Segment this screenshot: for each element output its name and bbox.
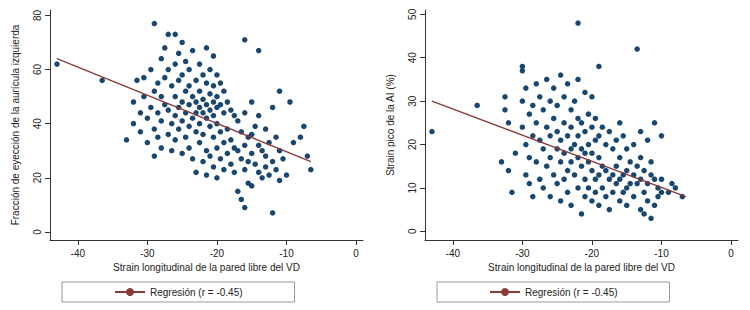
svg-text:40: 40: [32, 118, 43, 130]
svg-text:Strain longitudinal de la pare: Strain longitudinal de la pared libre de…: [113, 262, 300, 273]
svg-text:-20: -20: [210, 248, 225, 259]
svg-text:Strain pico de la AI (%): Strain pico de la AI (%): [385, 74, 396, 176]
svg-text:Strain longitudinal de la pare: Strain longitudinal de la pared libre de…: [488, 262, 675, 273]
svg-text:-10: -10: [279, 248, 294, 259]
svg-text:0: 0: [407, 228, 418, 234]
svg-text:10: 10: [407, 182, 418, 194]
svg-text:80: 80: [32, 9, 43, 21]
svg-text:0: 0: [353, 248, 359, 259]
svg-text:-30: -30: [140, 248, 155, 259]
svg-text:60: 60: [32, 64, 43, 76]
svg-text:Regresión (r = -0.45): Regresión (r = -0.45): [525, 287, 618, 298]
svg-text:-10: -10: [654, 248, 669, 259]
svg-text:50: 50: [407, 8, 418, 20]
svg-text:40: 40: [407, 52, 418, 64]
svg-text:Fracción de eyección de la aur: Fracción de eyección de la aurícula izqu…: [10, 24, 21, 225]
svg-text:20: 20: [407, 139, 418, 151]
svg-text:30: 30: [407, 95, 418, 107]
svg-text:20: 20: [32, 172, 43, 184]
svg-text:Regresión (r = -0.45): Regresión (r = -0.45): [150, 287, 243, 298]
svg-text:-40: -40: [71, 248, 86, 259]
svg-text:-30: -30: [515, 248, 530, 259]
svg-text:0: 0: [32, 229, 43, 235]
svg-text:0: 0: [728, 248, 734, 259]
svg-text:-40: -40: [446, 248, 461, 259]
svg-text:-20: -20: [585, 248, 600, 259]
